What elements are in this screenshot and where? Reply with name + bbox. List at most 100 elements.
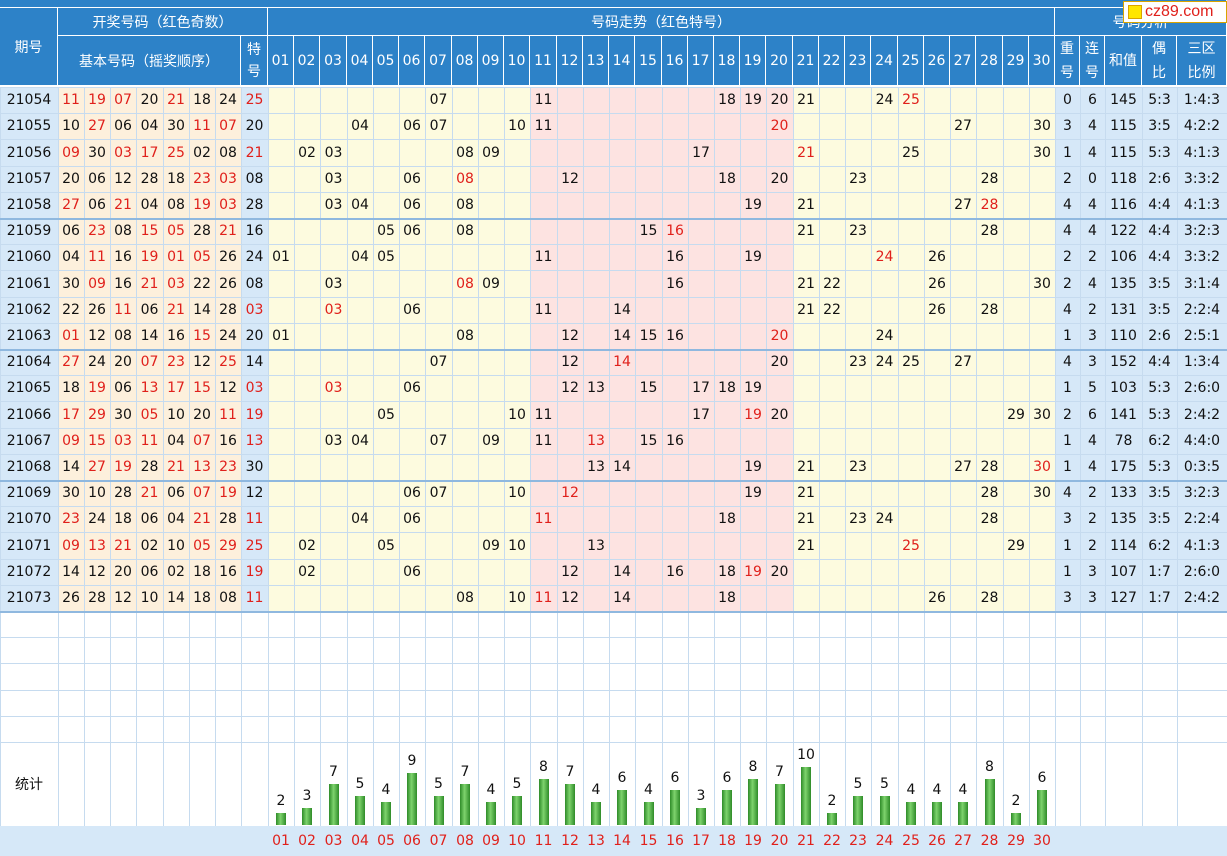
basic-number-cell: 12 [193, 354, 211, 370]
grid-line [0, 297, 1227, 298]
stat-value-label: 2 [1011, 793, 1021, 809]
trend-mark: 22 [823, 275, 841, 292]
trend-mark: 13 [587, 537, 605, 554]
repeat-cell: 1 [1063, 144, 1072, 161]
period-header: 期号 [0, 8, 58, 86]
stat-category-label: 21 [797, 833, 815, 849]
odd-even-cell: 1:7 [1148, 564, 1171, 580]
trend-special-mark: 14 [613, 354, 631, 370]
basic-number-cell: 17 [62, 406, 80, 423]
top-strip [0, 0, 1227, 8]
three-zone-cell: 2:2:4 [1183, 302, 1221, 318]
stat-bar [775, 784, 785, 825]
stat-value-label: 6 [722, 770, 732, 786]
repeat-cell: 1 [1063, 328, 1072, 344]
stat-category-label: 05 [377, 833, 395, 849]
trend-mark: 10 [508, 118, 526, 134]
stat-category-label: 20 [770, 833, 789, 849]
trend-mark: 04 [351, 433, 369, 449]
trend-mark: 27 [954, 459, 972, 475]
trend-special-mark: 21 [797, 144, 815, 161]
basic-number-cell: 26 [62, 590, 80, 606]
site-logo[interactable]: cz89.com [1123, 1, 1227, 23]
stat-value-label: 5 [880, 776, 889, 792]
basic-number-cell: 04 [62, 249, 80, 265]
trend-mark: 02 [298, 537, 316, 554]
basic-number-cell: 05 [167, 223, 185, 239]
stat-value-label: 3 [696, 788, 706, 804]
number-column-header: 07 [425, 36, 452, 86]
trend-mark: 23 [849, 459, 867, 475]
number-column-header: 06 [399, 36, 425, 86]
stat-value-label: 4 [591, 782, 601, 798]
trend-mark: 08 [456, 590, 474, 606]
stat-value-label: 6 [670, 770, 680, 786]
trend-mark: 21 [797, 275, 815, 292]
sum-cell: 115 [1110, 144, 1137, 161]
grid-line [373, 87, 374, 826]
stat-value-label: 8 [748, 759, 758, 775]
consecutive-cell: 2 [1088, 302, 1097, 318]
basic-number-cell: 18 [114, 511, 132, 527]
grid-line [1003, 87, 1004, 826]
three-zone-cell: 3:3:2 [1183, 171, 1221, 187]
grid-line [0, 244, 1227, 245]
basic-number-cell: 06 [114, 380, 132, 396]
sum-cell: 131 [1110, 302, 1137, 318]
grid-line [320, 87, 321, 826]
basic-number-cell: 03 [167, 275, 185, 292]
grid-line [347, 87, 348, 826]
basic-number-cell: 23 [62, 511, 80, 527]
odd-even-cell: 3:5 [1148, 275, 1171, 292]
period-cell: 21055 [6, 118, 52, 134]
odd-even-cell: 4:4 [1148, 197, 1171, 213]
number-column-header: 08 [452, 36, 478, 86]
grid-line [0, 139, 1227, 140]
special-number-cell: 25 [245, 92, 264, 108]
basic-number-cell: 23 [193, 171, 211, 187]
special-number-cell: 03 [245, 380, 264, 396]
trend-mark: 08 [456, 328, 474, 344]
basic-number-cell: 03 [114, 144, 132, 161]
trend-mark: 28 [980, 590, 999, 606]
trend-mark: 27 [954, 118, 972, 134]
trend-mark: 13 [587, 459, 605, 475]
period-cell: 21064 [6, 354, 52, 370]
basic-number-cell: 30 [62, 485, 80, 501]
stat-category-label: 28 [980, 833, 999, 849]
trend-mark: 05 [377, 537, 395, 554]
grid-line [793, 87, 794, 826]
three-zone-cell: 4:1:3 [1183, 197, 1221, 213]
grid-line [662, 87, 663, 826]
trend-mark: 06 [403, 302, 421, 318]
trend-mark: 18 [718, 380, 736, 396]
trend-mark: 15 [639, 380, 658, 396]
logo-text: cz89.com [1145, 3, 1214, 20]
consecutive-cell: 4 [1088, 275, 1097, 292]
grid-line [688, 87, 689, 826]
trend-mark: 09 [482, 275, 500, 292]
stat-category-label: 10 [508, 833, 526, 849]
basic-number-cell: 26 [219, 249, 237, 265]
special-number-cell: 25 [245, 537, 264, 554]
trend-mark: 05 [377, 223, 395, 239]
three-zone-cell: 1:3:4 [1183, 354, 1221, 370]
stat-bar [407, 773, 417, 825]
trend-mark: 28 [980, 223, 999, 239]
sum-cell: 122 [1110, 223, 1137, 239]
three-zone-cell: 4:2:2 [1183, 118, 1221, 134]
period-cell: 21062 [6, 302, 52, 318]
grid-line [241, 87, 242, 826]
stat-bar [906, 802, 916, 825]
trend-mark: 28 [980, 485, 999, 501]
basic-number-cell: 28 [219, 511, 237, 527]
stat-bar [434, 796, 444, 825]
stat-value-label: 6 [617, 770, 627, 786]
trend-mark: 19 [744, 459, 762, 475]
special-number-cell: 03 [245, 302, 264, 318]
trend-mark: 12 [561, 328, 579, 344]
grid-line [425, 87, 426, 826]
basic-number-cell: 26 [219, 275, 237, 292]
number-column-header: 28 [976, 36, 1003, 86]
grid-line [0, 113, 1227, 114]
